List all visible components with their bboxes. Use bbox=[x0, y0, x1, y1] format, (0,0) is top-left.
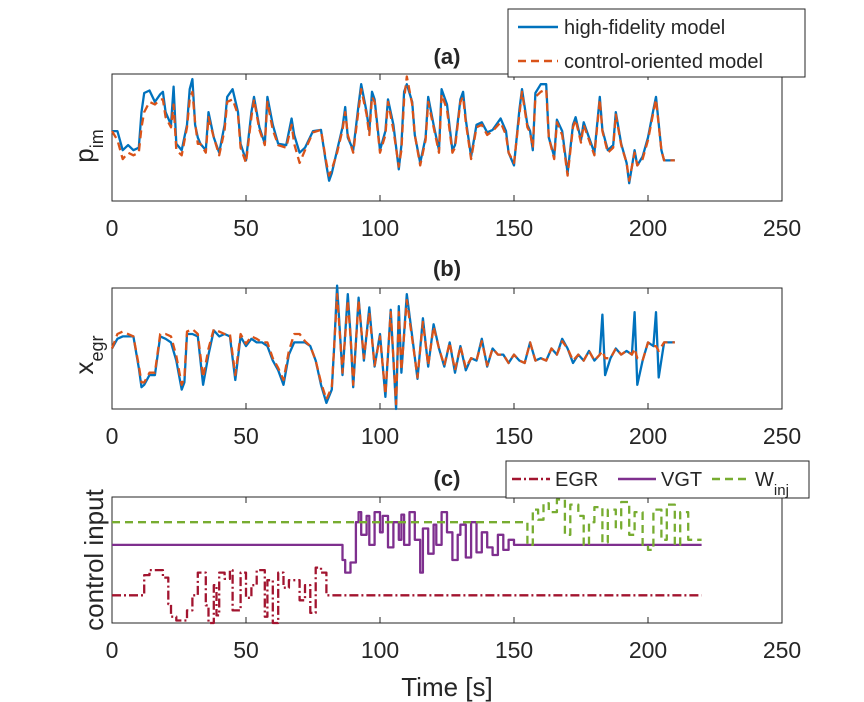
panel-b-xticks: 0 50 100 150 200 250 bbox=[106, 288, 801, 449]
legend-c-box bbox=[505, 460, 810, 499]
panel-c-title: (c) bbox=[434, 466, 461, 491]
panel-a-series bbox=[111, 75, 675, 185]
legend-c-label-vgt: VGT bbox=[661, 469, 702, 491]
xtick-label: 100 bbox=[361, 423, 399, 449]
series-line-control-oriented-model bbox=[110, 292, 675, 406]
xtick-label: 250 bbox=[763, 215, 801, 241]
series-line-egr bbox=[112, 566, 702, 625]
axes-a-box bbox=[111, 73, 783, 202]
panel-b-series bbox=[110, 284, 675, 411]
legend-a: high-fidelity model control-oriented mod… bbox=[507, 8, 806, 78]
xtick-label: 0 bbox=[106, 637, 119, 663]
legend-c-label-egr: EGR bbox=[555, 469, 598, 491]
panel-b-ylabel: xegr bbox=[69, 335, 107, 374]
axes-b-box bbox=[111, 287, 783, 410]
xtick-label: 150 bbox=[495, 637, 533, 663]
panel-b-title: (b) bbox=[433, 256, 461, 281]
panel-a: (a) pim 0 50 100 150 200 250 high-fidelity mo… bbox=[69, 8, 806, 241]
xtick-label: 150 bbox=[495, 423, 533, 449]
xtick-label: 50 bbox=[233, 423, 259, 449]
xtick-label: 150 bbox=[495, 215, 533, 241]
xtick-label: 0 bbox=[106, 215, 119, 241]
xtick-label: 200 bbox=[629, 215, 667, 241]
legend-c-label-winj: Winj bbox=[755, 469, 789, 499]
xtick-label: 100 bbox=[361, 215, 399, 241]
series-line-w bbox=[112, 498, 702, 552]
legend-c: EGR VGT Winj bbox=[505, 460, 810, 499]
panel-c-series bbox=[112, 498, 702, 625]
xtick-label: 50 bbox=[233, 215, 259, 241]
xtick-label: 100 bbox=[361, 637, 399, 663]
xtick-label: 200 bbox=[629, 423, 667, 449]
panel-a-xticks: 0 50 100 150 200 250 bbox=[106, 74, 801, 241]
xtick-label: 250 bbox=[763, 637, 801, 663]
legend-a-label-hifi: high-fidelity model bbox=[564, 17, 725, 39]
panel-a-ylabel: pim bbox=[69, 129, 107, 162]
panel-b: (b) xegr 0 50 100 150 200 250 bbox=[69, 256, 801, 449]
panel-a-title: (a) bbox=[434, 44, 461, 69]
xtick-label: 0 bbox=[106, 423, 119, 449]
legend-a-label-co: control-oriented model bbox=[564, 51, 763, 73]
series-line-control-oriented-model bbox=[111, 75, 675, 182]
panel-c-xticks: 0 50 100 150 200 250 bbox=[106, 497, 801, 663]
panel-c-ylabel: control input bbox=[79, 488, 109, 630]
xtick-label: 250 bbox=[763, 423, 801, 449]
panel-c: (c) control input Time [s] 0 50 100 150 200 2… bbox=[79, 460, 810, 702]
series-line-vgt bbox=[112, 510, 702, 574]
xtick-label: 200 bbox=[629, 637, 667, 663]
panel-c-xlabel: Time [s] bbox=[401, 672, 492, 702]
legend-a-box bbox=[507, 8, 806, 78]
xtick-label: 50 bbox=[233, 637, 259, 663]
